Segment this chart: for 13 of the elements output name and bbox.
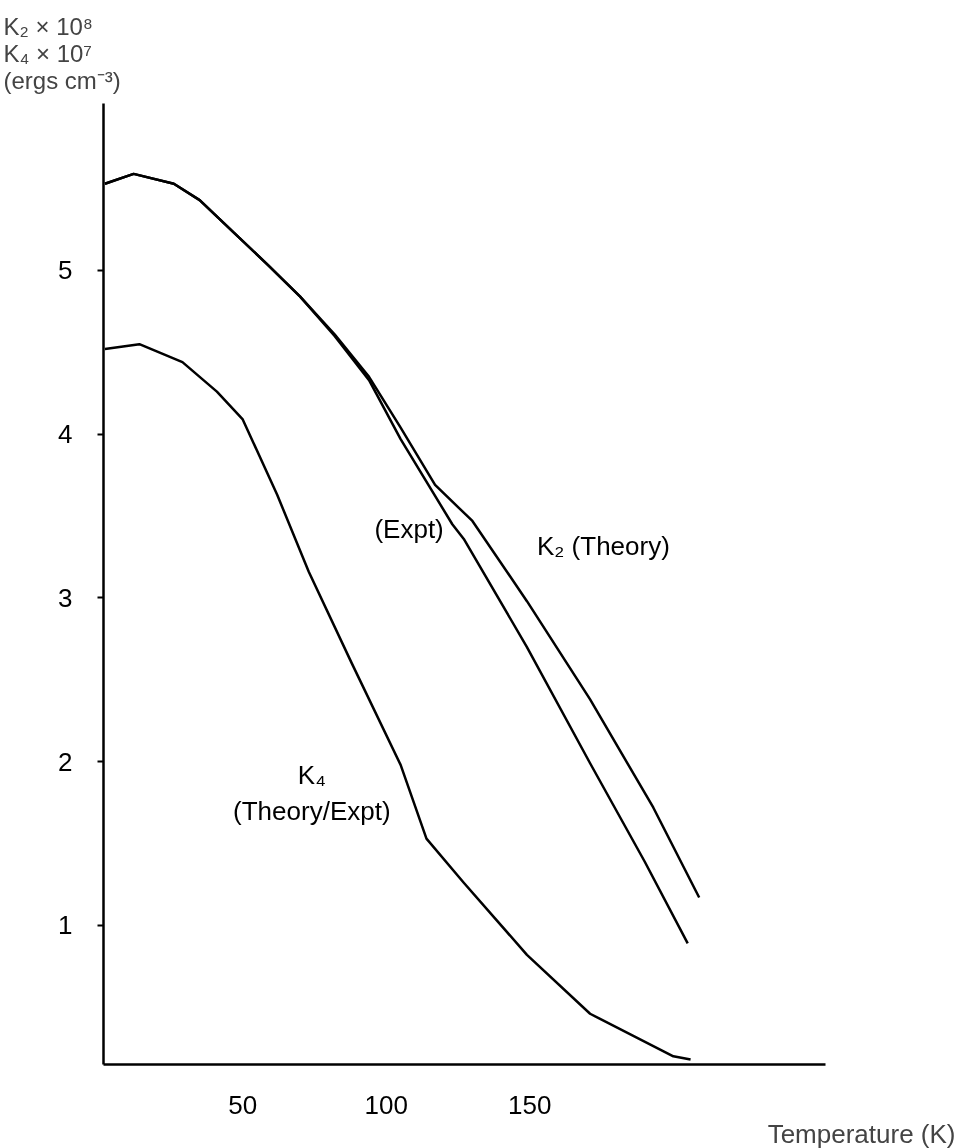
x-axis-title: Temperature (K) — [767, 1118, 956, 1148]
y-axis-title: K₂ × 10⁸ K₄ × 10⁷ (ergs cm⁻³) — [3, 12, 121, 94]
series-label: (Expt) — [374, 513, 444, 544]
y-tick-label: 1 — [58, 910, 73, 941]
y-tick-label: 5 — [58, 255, 73, 286]
y-tick-label: 2 — [58, 746, 73, 777]
series-label: K₂ (Theory) — [536, 531, 670, 562]
y-tick-label: 3 — [58, 582, 73, 613]
y-tick-label: 4 — [58, 419, 73, 450]
x-tick-label: 50 — [228, 1089, 258, 1120]
x-tick-label: 100 — [364, 1089, 408, 1120]
x-tick-label: 150 — [508, 1089, 552, 1120]
series-label: K₄ (Theory/Expt) — [233, 760, 391, 827]
